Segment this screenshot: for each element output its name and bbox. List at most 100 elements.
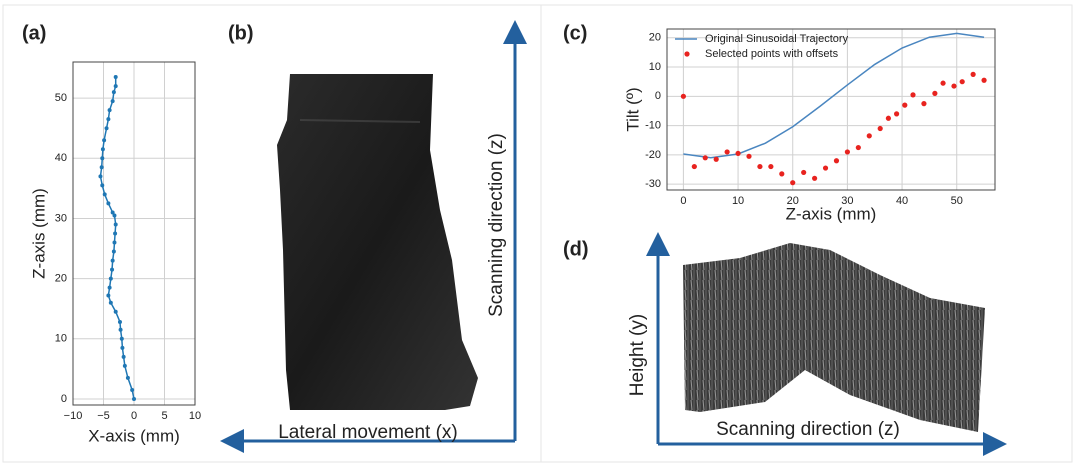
point xyxy=(114,75,118,79)
point xyxy=(111,259,115,263)
line xyxy=(100,77,134,399)
scatter-point xyxy=(703,155,708,160)
scatter-point xyxy=(921,101,926,106)
point xyxy=(102,138,106,142)
point xyxy=(119,328,123,332)
scatter-point xyxy=(735,151,740,156)
x-tick-label: 10 xyxy=(189,410,201,422)
point xyxy=(113,232,117,236)
y-tick-label: 40 xyxy=(55,152,67,164)
y-tick-label: 10 xyxy=(649,61,661,73)
x-tick-label: 0 xyxy=(680,195,686,207)
point xyxy=(122,355,126,359)
point xyxy=(112,241,116,245)
scatter-point xyxy=(790,180,795,185)
x-tick-label: 5 xyxy=(161,410,167,422)
legend-label: Original Sinusoidal Trajectory xyxy=(705,33,849,45)
y-tick-label: 30 xyxy=(55,212,67,224)
panel-label: (a) xyxy=(22,22,46,44)
point xyxy=(103,192,107,196)
y-tick-label: 10 xyxy=(55,333,67,345)
x-axis-label: X-axis (mm) xyxy=(88,426,180,445)
y-tick-label: 0 xyxy=(655,90,661,102)
point xyxy=(114,310,118,314)
x-tick-label: 0 xyxy=(131,410,137,422)
point xyxy=(112,90,116,94)
scatter-point xyxy=(746,154,751,159)
scatter-point xyxy=(725,149,730,154)
panel-label: (b) xyxy=(228,22,254,44)
page: (a) (b) (c) (d) Lateral movement (x) Sca… xyxy=(0,0,1075,465)
ultrasound-volume xyxy=(683,243,985,432)
x-tick-label: −5 xyxy=(97,410,110,422)
ultrasound-volume xyxy=(277,74,478,410)
point xyxy=(100,165,104,169)
x-tick-label: 10 xyxy=(732,195,744,207)
y-tick-label: -30 xyxy=(645,178,661,190)
scatter-point xyxy=(812,176,817,181)
panel-label: (c) xyxy=(563,22,587,44)
y-tick-label: 20 xyxy=(55,273,67,285)
scatter-point xyxy=(960,79,965,84)
scatter-point xyxy=(845,149,850,154)
point xyxy=(110,268,114,272)
y-tick-label: 0 xyxy=(61,393,67,405)
axis-label: Lateral movement (x) xyxy=(278,422,458,443)
point xyxy=(123,364,127,368)
y-axis-label: Tilt (º) xyxy=(623,87,642,131)
point xyxy=(126,376,130,380)
point xyxy=(108,286,112,290)
point xyxy=(109,301,113,305)
y-tick-label: 50 xyxy=(55,92,67,104)
x-axis-label: Z-axis (mm) xyxy=(786,204,877,223)
legend-marker xyxy=(684,51,689,56)
point xyxy=(118,320,122,324)
legend-label: Selected points with offsets xyxy=(705,48,839,60)
axis-label: Height (y) xyxy=(627,314,648,396)
panel-label: (d) xyxy=(563,238,589,260)
point xyxy=(120,337,124,341)
scatter-point xyxy=(692,164,697,169)
scatter-point xyxy=(856,145,861,150)
scatter-point xyxy=(801,170,806,175)
point xyxy=(109,277,113,281)
point xyxy=(101,147,105,151)
scatter-point xyxy=(681,94,686,99)
scatter-point xyxy=(886,116,891,121)
scatter-point xyxy=(823,165,828,170)
point xyxy=(111,99,115,103)
point xyxy=(114,222,118,226)
scatter-point xyxy=(951,83,956,88)
point xyxy=(108,108,112,112)
scatter-point xyxy=(757,164,762,169)
x-tick-label: 50 xyxy=(951,195,963,207)
scatter-point xyxy=(894,111,899,116)
point xyxy=(112,250,116,254)
point xyxy=(120,346,124,350)
point xyxy=(105,126,109,130)
scatter-point xyxy=(834,158,839,163)
scatter-point xyxy=(768,164,773,169)
y-tick-label: -10 xyxy=(645,120,661,132)
scatter-point xyxy=(779,171,784,176)
axis-label: Scanning direction (z) xyxy=(486,133,507,317)
point xyxy=(98,174,102,178)
figure: (a) (b) (c) (d) Lateral movement (x) Sca… xyxy=(0,0,1075,465)
point xyxy=(100,183,104,187)
scatter-point xyxy=(971,72,976,77)
point xyxy=(132,397,136,401)
y-axis-label: Z-axis (mm) xyxy=(29,188,48,279)
point xyxy=(106,117,110,121)
point xyxy=(106,201,110,205)
axis-label: Scanning direction (z) xyxy=(716,419,900,440)
scatter-point xyxy=(867,133,872,138)
scatter-point xyxy=(910,92,915,97)
point xyxy=(130,388,134,392)
scatter-point xyxy=(878,126,883,131)
y-tick-label: 20 xyxy=(649,32,661,44)
scatter-point xyxy=(981,78,986,83)
scatter-point xyxy=(902,103,907,108)
scatter-point xyxy=(932,91,937,96)
x-tick-label: −10 xyxy=(64,410,83,422)
y-tick-label: -20 xyxy=(645,149,661,161)
